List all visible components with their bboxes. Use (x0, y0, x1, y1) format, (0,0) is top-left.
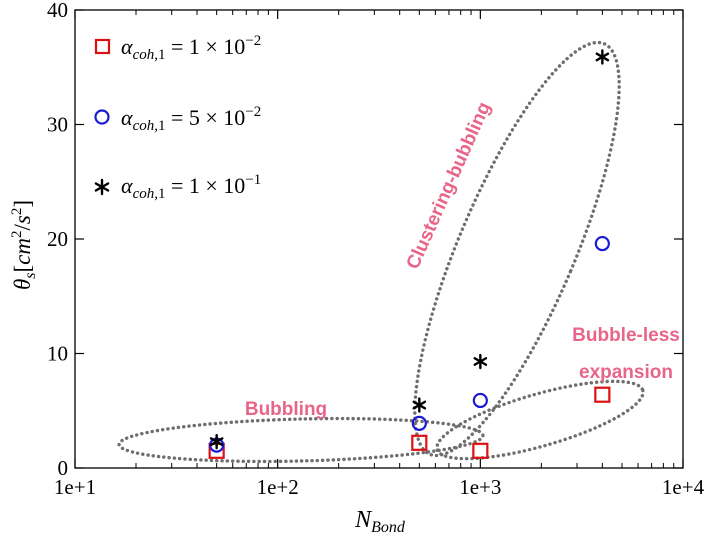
legend-marker-square (94, 38, 111, 55)
plot-frame (74, 9, 684, 469)
data-point-square (594, 386, 611, 403)
y-axis-label: θs[cm2/s2] (9, 200, 39, 290)
x-axis-label: NBond (354, 507, 406, 534)
expansion-label: expansion (579, 362, 673, 383)
data-point-asterisk (473, 353, 488, 370)
regime-ellipses (117, 40, 645, 464)
y-tick-label: 30 (47, 113, 68, 137)
data-point-circle (472, 392, 488, 409)
x-tick-label: 1e+2 (257, 475, 299, 499)
tick-labels: 1e+1 1e+2 1e+3 1e+4 0 10 20 30 40 (47, 0, 705, 499)
y-tick-label: 10 (47, 342, 68, 366)
x-tick-label: 1e+1 (54, 475, 96, 499)
x-tick-label: 1e+3 (459, 475, 501, 499)
legend-marker-asterisk (94, 178, 110, 196)
legend: αcoh,1 = 1 × 10−2 αcoh,1 = 5 × 10−2 αcoh… (94, 33, 261, 202)
axis-ticks (74, 9, 684, 469)
data-point-circle (594, 235, 610, 252)
clustering-bubbling-region (413, 40, 621, 458)
data-point-asterisk (595, 49, 610, 65)
bubble-less-expansion-region (435, 379, 645, 461)
y-tick-label: 40 (47, 0, 68, 22)
bubbling-region (117, 416, 485, 464)
legend-entry-3: αcoh,1 = 1 × 10−1 (121, 172, 261, 202)
y-tick-label: 20 (47, 227, 68, 251)
data-point-square (472, 442, 489, 459)
data-points (208, 49, 611, 459)
bubbling-label: Bubbling (245, 399, 327, 420)
legend-entry-2: αcoh,1 = 5 × 10−2 (121, 104, 261, 134)
y-tick-label: 0 (58, 456, 69, 480)
data-point-square (411, 434, 428, 451)
x-tick-label: 1e+4 (662, 475, 705, 499)
legend-marker-circle (94, 109, 110, 125)
bubble-less-label: Bubble-less (572, 325, 680, 346)
legend-entry-1: αcoh,1 = 1 × 10−2 (121, 33, 261, 63)
data-point-circle (411, 415, 427, 431)
data-point-asterisk (209, 433, 224, 450)
data-point-asterisk (412, 397, 427, 413)
